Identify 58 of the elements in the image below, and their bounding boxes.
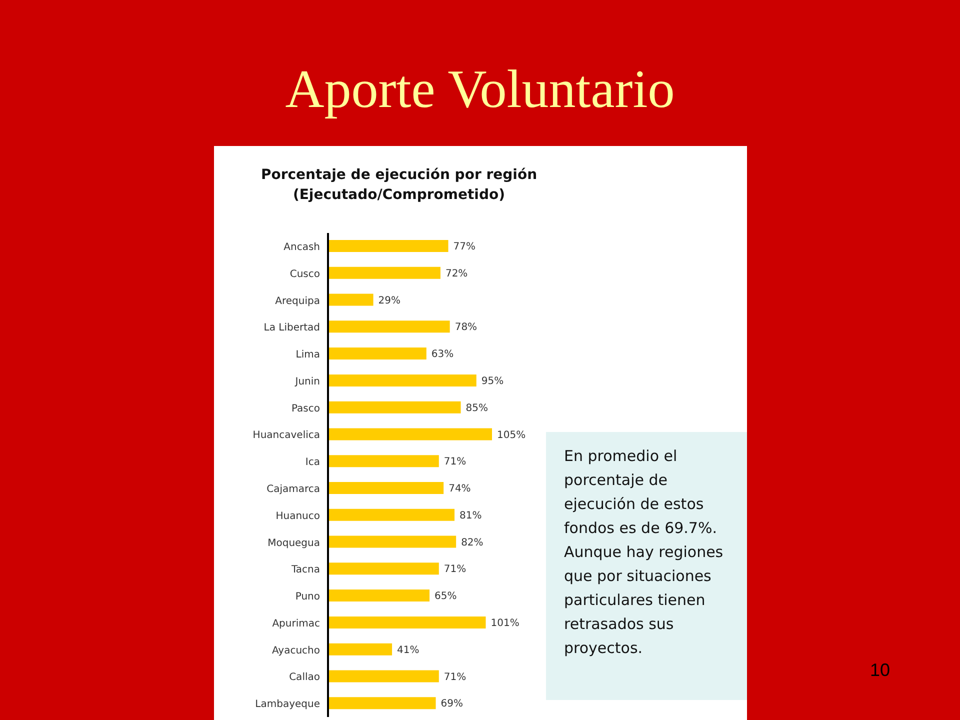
bar	[328, 455, 439, 468]
data-label: 71%	[444, 564, 466, 576]
y-tick-label: Puno	[295, 592, 320, 603]
text: 10	[870, 660, 890, 681]
data-label: 63%	[431, 349, 454, 360]
chart-subtitle: Porcentaje de ejecución por región (Ejecutado/Comprometido)	[260, 166, 538, 205]
text: En promedio el porcentaje de ejecución de estos fondos es de 69.7%. Aunque hay regiones que por situaciones particulares tienen retrasados sus proyectos.	[564, 447, 724, 657]
y-tick-label: Cusco	[290, 268, 320, 280]
y-tick-label: Pasco	[291, 403, 320, 414]
bar	[328, 670, 439, 682]
data-label: 77%	[453, 242, 476, 253]
data-label: 81%	[460, 510, 482, 522]
y-tick-label: Ayacucho	[272, 645, 320, 656]
data-label: 82%	[461, 537, 484, 548]
bar	[328, 401, 461, 414]
y-tick-label: Junin	[294, 376, 320, 388]
bar	[328, 348, 426, 360]
bar	[328, 697, 436, 710]
bar	[328, 320, 450, 333]
bar	[328, 643, 392, 656]
y-tick-label: Huancavelica	[252, 430, 320, 442]
bar	[328, 240, 448, 252]
bar	[328, 482, 444, 494]
chart-title: Aporte Voluntario	[284, 58, 676, 120]
bar	[328, 508, 455, 521]
data-label: 105%	[497, 430, 526, 441]
y-tick-label: Apurimac	[272, 618, 320, 630]
bar	[328, 294, 374, 306]
y-tick-label: La Libertad	[264, 322, 320, 334]
data-label: 65%	[434, 591, 457, 602]
data-label: 101%	[490, 618, 520, 629]
bar	[328, 590, 430, 602]
y-tick-label: Callao	[289, 672, 320, 684]
data-label: 85%	[466, 402, 488, 414]
data-label: 29%	[378, 295, 401, 306]
bar	[328, 562, 439, 575]
bar	[328, 616, 486, 628]
bar	[328, 428, 492, 440]
y-tick-label: Ica	[305, 457, 320, 468]
data-label: 72%	[445, 268, 468, 280]
y-tick-label: Lambayeque	[255, 699, 320, 710]
data-label: 74%	[448, 484, 471, 495]
bar	[328, 374, 476, 386]
bar	[328, 266, 440, 279]
y-tick-label: Ancash	[284, 242, 320, 253]
y-tick-label: Huanuco	[276, 510, 320, 522]
data-label: 71%	[444, 672, 466, 683]
data-label: 78%	[454, 322, 478, 334]
y-tick-label: Tacna	[290, 564, 320, 576]
data-label: 71%	[444, 456, 466, 468]
y-tick-label: Arequipa	[275, 296, 320, 307]
data-label: 69%	[440, 698, 464, 710]
y-tick-label: Moquegua	[268, 538, 320, 549]
y-tick-label: Cajamarca	[266, 484, 320, 495]
y-tick-label: Lima	[296, 350, 320, 361]
data-label: 95%	[481, 376, 504, 387]
data-label: 41%	[397, 644, 420, 656]
bar	[328, 536, 456, 548]
